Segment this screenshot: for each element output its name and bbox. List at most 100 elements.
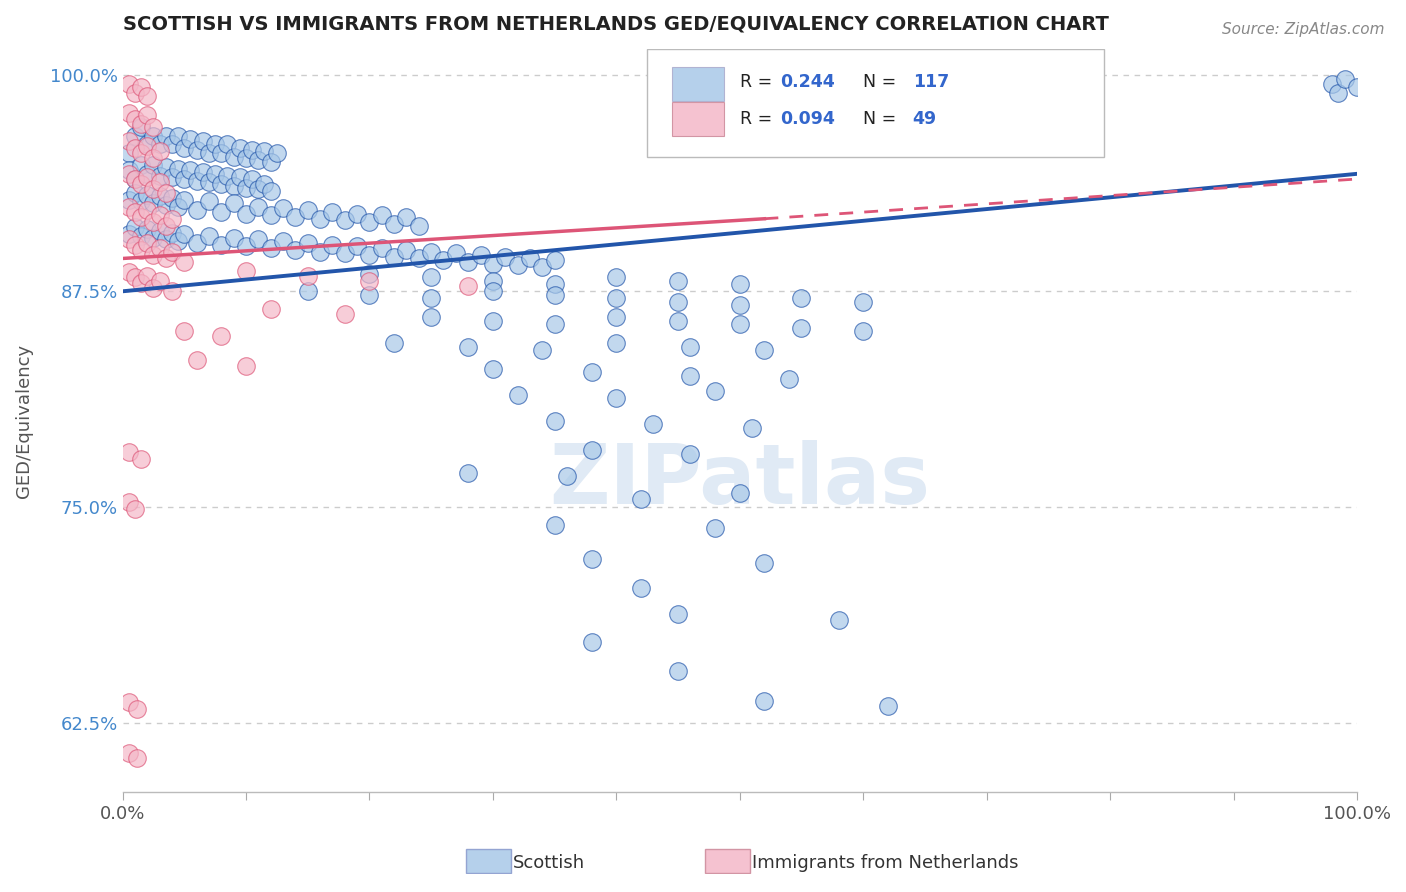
Point	[754, 556, 776, 570]
Point	[260, 208, 283, 222]
Point	[666, 607, 689, 622]
Point	[728, 317, 751, 331]
Point	[235, 263, 257, 277]
Point	[179, 163, 201, 178]
Text: N =: N =	[863, 73, 903, 91]
Point	[118, 227, 141, 242]
Point	[1327, 86, 1350, 100]
Point	[235, 359, 257, 373]
Point	[297, 268, 319, 283]
Point	[457, 279, 479, 293]
Point	[229, 170, 252, 185]
Point	[457, 255, 479, 269]
Text: 117: 117	[912, 73, 949, 91]
Point	[142, 151, 165, 165]
Point	[666, 665, 689, 679]
Point	[382, 336, 405, 351]
Point	[222, 231, 245, 245]
Point	[247, 200, 270, 214]
Point	[482, 257, 505, 271]
Point	[382, 250, 405, 264]
Point	[129, 120, 152, 135]
Point	[359, 248, 381, 262]
Point	[309, 211, 332, 226]
Point	[129, 177, 152, 191]
Point	[482, 362, 505, 376]
Point	[129, 451, 152, 466]
Point	[142, 281, 165, 295]
Point	[155, 198, 177, 212]
Point	[420, 310, 443, 325]
Point	[506, 388, 529, 402]
Point	[543, 517, 565, 532]
Point	[118, 77, 141, 91]
Point	[605, 392, 627, 406]
Point	[129, 117, 152, 131]
Point	[284, 243, 307, 257]
Point	[217, 169, 239, 183]
Point	[877, 698, 900, 713]
Point	[253, 177, 276, 191]
Point	[235, 239, 257, 253]
Point	[142, 158, 165, 172]
Point	[346, 206, 368, 220]
Point	[118, 193, 141, 207]
Point	[266, 146, 288, 161]
Point	[297, 235, 319, 250]
Point	[741, 421, 763, 435]
Point	[457, 466, 479, 480]
Point	[395, 210, 418, 224]
Point	[204, 167, 226, 181]
Point	[142, 120, 165, 135]
Point	[155, 232, 177, 246]
Point	[124, 128, 146, 143]
Point	[605, 310, 627, 325]
Point	[222, 178, 245, 193]
Point	[186, 235, 208, 250]
Point	[235, 206, 257, 220]
Point	[1346, 80, 1368, 95]
Point	[543, 414, 565, 428]
Point	[148, 241, 170, 255]
Point	[148, 137, 170, 152]
Point	[754, 694, 776, 708]
Point	[728, 298, 751, 312]
Point	[531, 343, 554, 357]
Point	[643, 417, 665, 432]
Point	[666, 294, 689, 309]
Point	[543, 277, 565, 292]
Text: 49: 49	[912, 110, 936, 128]
Point	[630, 582, 652, 596]
Point	[167, 234, 190, 248]
Point	[167, 200, 190, 214]
Point	[124, 186, 146, 200]
Point	[148, 189, 170, 203]
Text: N =: N =	[863, 110, 903, 128]
Point	[778, 372, 800, 386]
Point	[346, 239, 368, 253]
Text: SCOTTISH VS IMMIGRANTS FROM NETHERLANDS GED/EQUIVALENCY CORRELATION CHART: SCOTTISH VS IMMIGRANTS FROM NETHERLANDS …	[122, 15, 1108, 34]
Point	[420, 270, 443, 285]
Point	[142, 196, 165, 211]
Point	[222, 150, 245, 164]
Point	[666, 313, 689, 327]
Point	[118, 134, 141, 148]
Point	[470, 248, 492, 262]
Point	[118, 445, 141, 459]
Text: 0.094: 0.094	[780, 110, 835, 128]
Point	[124, 220, 146, 235]
Point	[229, 141, 252, 155]
Point	[531, 260, 554, 274]
Point	[186, 353, 208, 368]
Point	[371, 241, 394, 255]
Text: Scottish: Scottish	[513, 854, 585, 871]
Point	[148, 274, 170, 288]
Point	[790, 291, 813, 305]
Text: R =: R =	[740, 110, 778, 128]
Point	[155, 186, 177, 200]
Point	[124, 237, 146, 252]
Point	[136, 137, 159, 152]
Point	[173, 141, 195, 155]
Point	[118, 146, 141, 161]
Point	[679, 368, 702, 383]
